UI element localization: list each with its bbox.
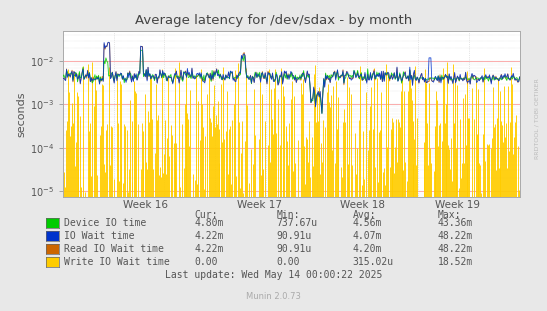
Text: Write IO Wait time: Write IO Wait time	[64, 257, 170, 267]
Text: IO Wait time: IO Wait time	[64, 231, 135, 241]
Text: 4.07m: 4.07m	[353, 231, 382, 241]
Text: 0.00: 0.00	[276, 257, 300, 267]
Text: Min:: Min:	[276, 210, 300, 220]
Text: 18.52m: 18.52m	[438, 257, 473, 267]
Text: Cur:: Cur:	[194, 210, 218, 220]
Text: 48.22m: 48.22m	[438, 231, 473, 241]
Text: Average latency for /dev/sdax - by month: Average latency for /dev/sdax - by month	[135, 14, 412, 27]
Text: 4.20m: 4.20m	[353, 244, 382, 254]
Text: 4.56m: 4.56m	[353, 218, 382, 228]
Text: Device IO time: Device IO time	[64, 218, 146, 228]
Text: 4.80m: 4.80m	[194, 218, 224, 228]
Text: 48.22m: 48.22m	[438, 244, 473, 254]
Text: 43.36m: 43.36m	[438, 218, 473, 228]
Text: Last update: Wed May 14 00:00:22 2025: Last update: Wed May 14 00:00:22 2025	[165, 270, 382, 280]
Text: Munin 2.0.73: Munin 2.0.73	[246, 292, 301, 300]
Text: 4.22m: 4.22m	[194, 244, 224, 254]
Text: 90.91u: 90.91u	[276, 231, 311, 241]
Text: 0.00: 0.00	[194, 257, 218, 267]
Text: 737.67u: 737.67u	[276, 218, 317, 228]
Text: RRDTOOL / TOBI OETIKER: RRDTOOL / TOBI OETIKER	[534, 78, 540, 159]
Text: Avg:: Avg:	[353, 210, 376, 220]
Text: 4.22m: 4.22m	[194, 231, 224, 241]
Y-axis label: seconds: seconds	[17, 91, 27, 137]
Text: Max:: Max:	[438, 210, 461, 220]
Text: 315.02u: 315.02u	[353, 257, 394, 267]
Text: Read IO Wait time: Read IO Wait time	[64, 244, 164, 254]
Text: 90.91u: 90.91u	[276, 244, 311, 254]
